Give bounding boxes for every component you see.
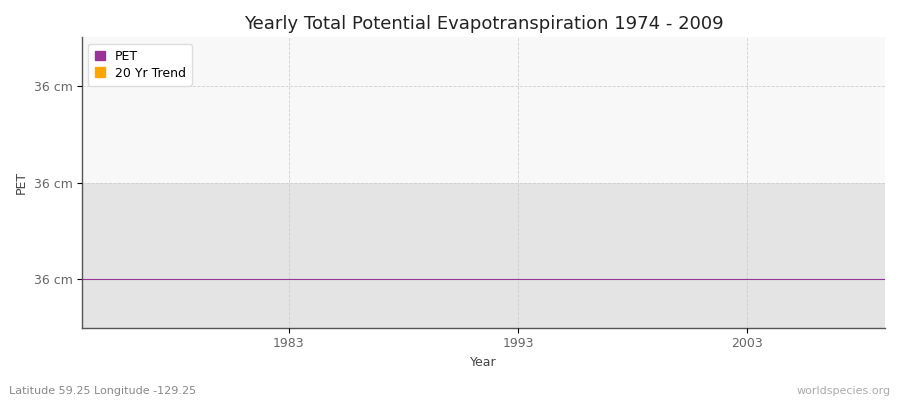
Bar <box>82 182 885 328</box>
X-axis label: Year: Year <box>471 356 497 369</box>
Title: Yearly Total Potential Evapotranspiration 1974 - 2009: Yearly Total Potential Evapotranspiratio… <box>244 15 724 33</box>
Bar <box>82 37 885 182</box>
Y-axis label: PET: PET <box>15 171 28 194</box>
Text: worldspecies.org: worldspecies.org <box>796 386 891 396</box>
Legend: PET, 20 Yr Trend: PET, 20 Yr Trend <box>88 44 192 86</box>
Text: Latitude 59.25 Longitude -129.25: Latitude 59.25 Longitude -129.25 <box>9 386 196 396</box>
